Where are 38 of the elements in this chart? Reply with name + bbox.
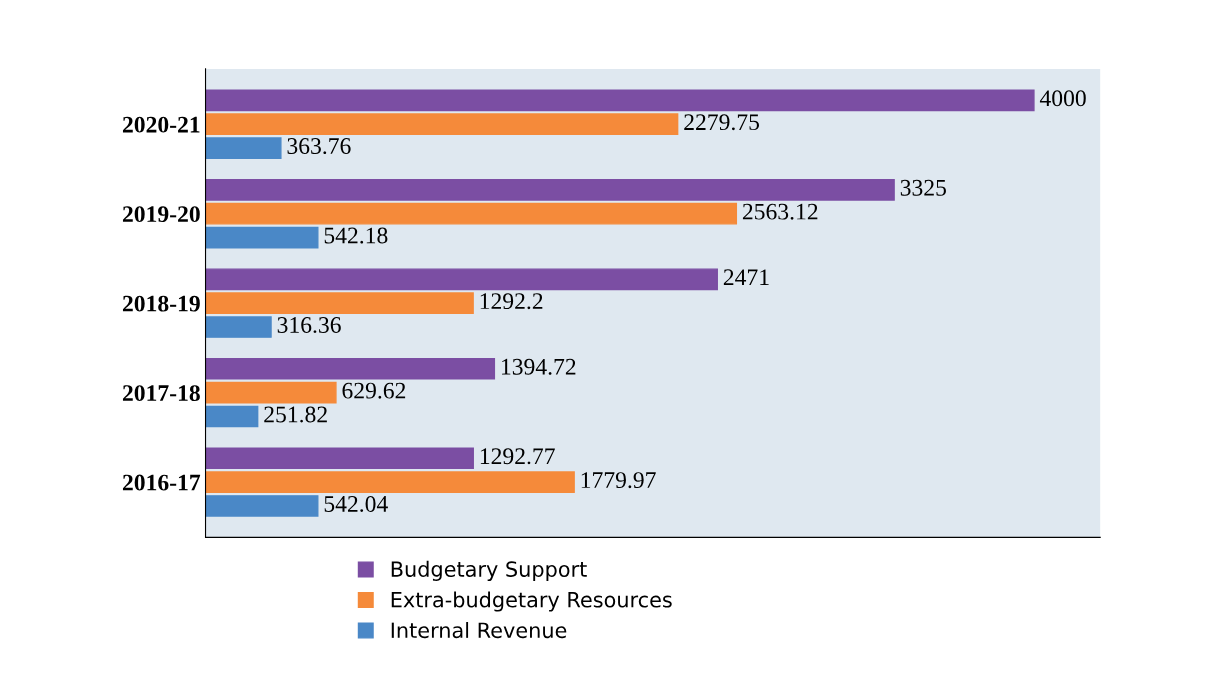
data-label: 629.62 (342, 382, 406, 399)
y-tick-label: 2017-18 (122, 385, 200, 402)
bar (205, 226, 319, 249)
bar (205, 471, 575, 493)
bar (205, 137, 282, 159)
y-tick-label: 2016-17 (122, 474, 201, 491)
data-label: 4000 (1039, 90, 1086, 107)
bar (205, 405, 259, 428)
bar (205, 316, 272, 338)
data-label: 2279.75 (684, 114, 760, 131)
data-label: 1292.77 (480, 448, 555, 465)
bar (205, 381, 337, 404)
data-label: 316.36 (277, 317, 341, 334)
y-tick-label: 2018-19 (122, 295, 200, 312)
data-label: 251.82 (264, 406, 327, 423)
y-tick-label: 2019-20 (122, 206, 200, 223)
bar (205, 292, 474, 314)
bar (205, 202, 738, 225)
bar (205, 357, 496, 380)
data-label: 2471 (723, 269, 769, 285)
data-label: 3325 (900, 179, 946, 196)
data-label: 542.04 (324, 495, 388, 512)
legend-label: Internal Revenue (391, 622, 567, 639)
data-label: 363.76 (287, 138, 351, 155)
bar (205, 178, 895, 201)
data-label: 1779.97 (581, 472, 656, 489)
bar (205, 113, 679, 136)
bar (205, 268, 718, 291)
data-label: 542.18 (324, 227, 388, 244)
bar (205, 495, 319, 517)
bar (205, 447, 474, 470)
bar (205, 89, 1035, 112)
legend-label: Budgetary Support (391, 560, 587, 582)
legend-label: Extra-budgetary Resources (391, 591, 672, 612)
data-label: 1394.72 (502, 358, 576, 375)
data-label: 2563.12 (742, 203, 818, 220)
data-label: 1292.2 (480, 293, 543, 310)
y-tick-label: 2020-21 (122, 116, 200, 133)
